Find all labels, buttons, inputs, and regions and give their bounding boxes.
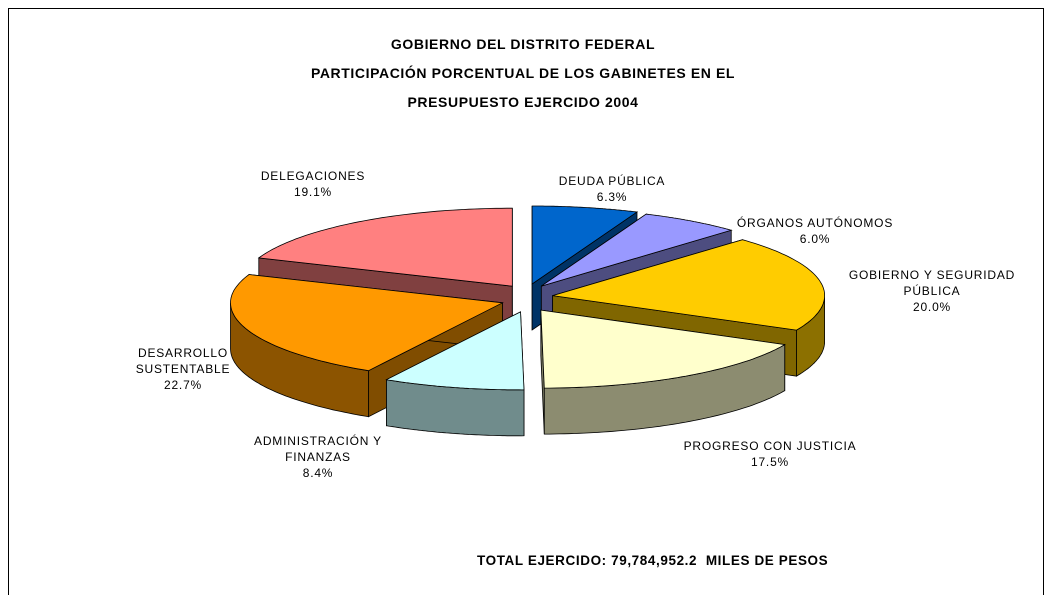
category-label: DELEGACIONES [260, 169, 366, 183]
slice-top [230, 274, 504, 372]
value-label: 22.7% [163, 378, 203, 392]
data-label: DEUDA PÚBLICA 6.3% [487, 173, 737, 205]
slice [385, 311, 525, 437]
data-label: PROGRESO CON JUSTICIA 17.5% [645, 438, 895, 470]
value-label: 17.5% [750, 455, 790, 469]
slice [540, 309, 786, 435]
category-label: GOBIERNO Y SEGURIDAD PÚBLICA [848, 268, 1016, 298]
slice-top [541, 213, 733, 287]
value-label: 6.0% [799, 232, 831, 246]
category-label: ADMINISTRACIÓN Y FINANZAS [254, 434, 382, 464]
category-label: DESARROLLO SUSTENTABLE [135, 346, 231, 376]
title-line: PRESUPUESTO EJERCIDO 2004 [407, 94, 639, 110]
slice-top [540, 309, 786, 389]
slice-top [552, 239, 825, 331]
title-line: PARTICIPACIÓN PORCENTUAL DE LOS GABINETE… [310, 65, 736, 81]
data-label: GOBIERNO Y SEGURIDAD PÚBLICA 20.0% [842, 267, 1022, 315]
data-label: DELEGACIONES 19.1% [188, 168, 438, 200]
value-label: 8.4% [302, 466, 334, 480]
category-label: ÓRGANOS AUTÓNOMOS [736, 216, 894, 230]
chart-title: GOBIERNO DEL DISTRITO FEDERAL PARTICIPACI… [0, 30, 1046, 117]
value-label: 20.0% [912, 300, 952, 314]
category-label: PROGRESO CON JUSTICIA [683, 439, 857, 453]
chart-frame [8, 8, 1044, 595]
data-label: ÓRGANOS AUTÓNOMOS 6.0% [690, 215, 940, 247]
data-label: ADMINISTRACIÓN Y FINANZAS 8.4% [243, 433, 393, 481]
slice-top [385, 311, 525, 391]
value-label: 6.3% [596, 190, 628, 204]
slice-top [257, 207, 513, 287]
title-line: GOBIERNO DEL DISTRITO FEDERAL [390, 36, 656, 52]
slice-top [531, 205, 639, 285]
annotation: TOTAL EJERCIDO: 79,784,952.2 MILES DE PE… [477, 553, 829, 568]
value-label: 19.1% [293, 185, 333, 199]
category-label: DEUDA PÚBLICA [558, 174, 666, 188]
data-label: DESARROLLO SUSTENTABLE 22.7% [128, 345, 238, 393]
